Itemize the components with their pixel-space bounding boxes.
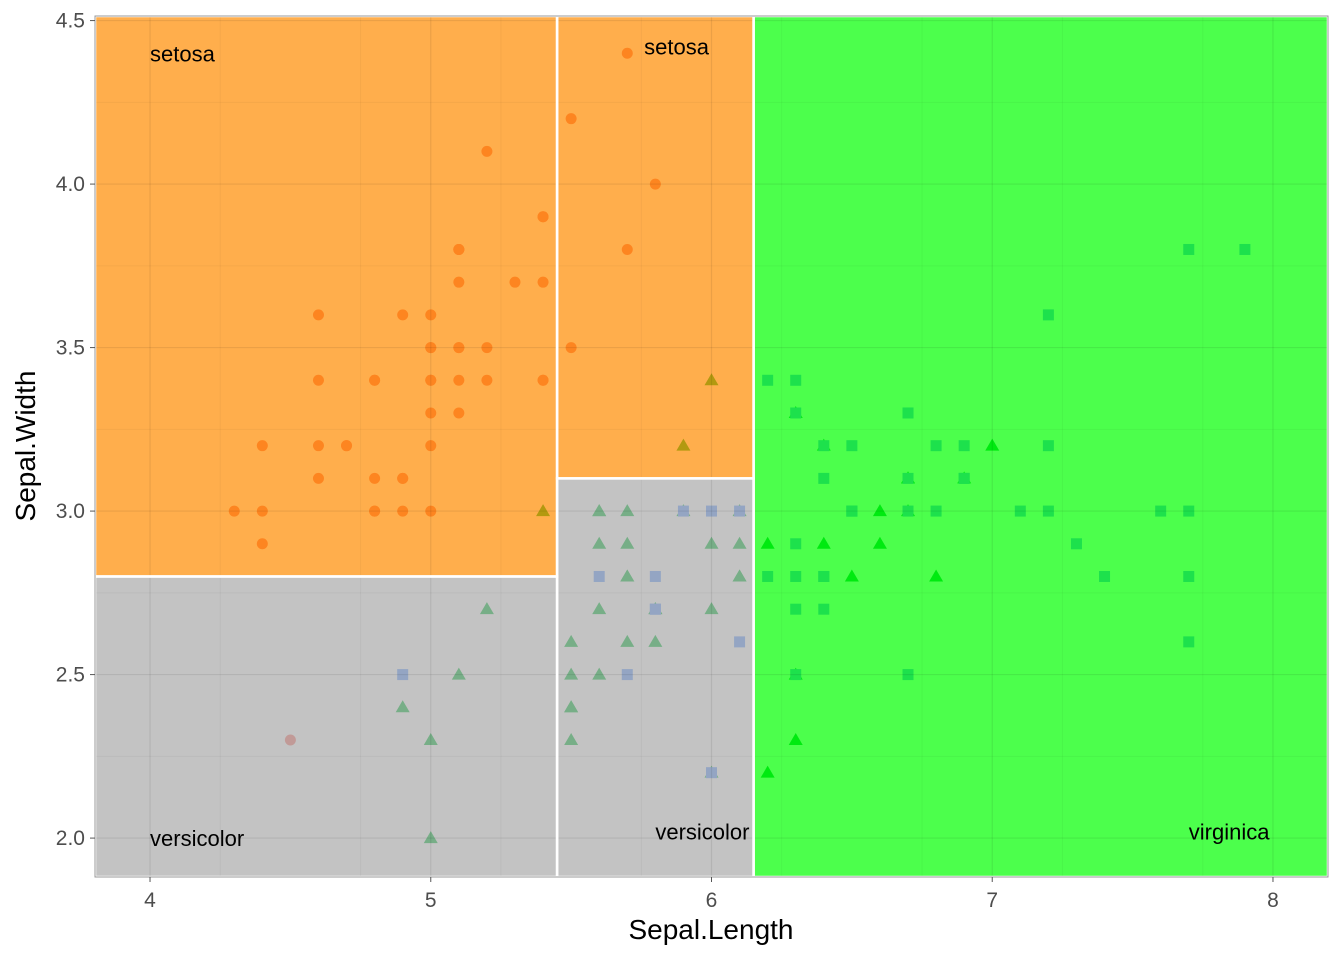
axes-layer: 4 5 6 7 8 2.0 2.5 3.0 3.5 4.0 4.5 <box>56 10 1279 912</box>
x-tick-label: 5 <box>425 889 437 912</box>
y-tick-label: 2.0 <box>56 827 85 850</box>
x-tick-label: 4 <box>144 889 156 912</box>
region-label: setosa <box>644 35 710 60</box>
y-tick-label: 4.5 <box>56 10 85 33</box>
region-versicolor <box>557 478 754 877</box>
region-label: virginica <box>1189 820 1270 845</box>
region-virginica <box>753 16 1328 877</box>
x-axis-title: Sepal.Length <box>628 914 793 945</box>
y-tick-label: 3.5 <box>56 337 85 360</box>
region-label: versicolor <box>150 826 244 851</box>
x-tick-label: 6 <box>706 889 718 912</box>
y-tick-label: 3.0 <box>56 500 85 523</box>
region-versicolor <box>95 576 558 877</box>
region-label: setosa <box>150 41 216 66</box>
x-tick-label: 8 <box>1267 889 1279 912</box>
y-tick-label: 2.5 <box>56 664 85 687</box>
region-setosa <box>95 16 558 577</box>
regions-layer <box>95 16 1328 877</box>
region-labels: setosa setosa versicolor versicolor virginic… <box>150 35 1270 851</box>
x-tick-label: 7 <box>986 889 998 912</box>
region-label: versicolor <box>655 820 749 845</box>
region-setosa <box>557 16 754 479</box>
y-axis-title: Sepal.Width <box>10 371 41 522</box>
grid-layer <box>95 16 1328 877</box>
y-tick-label: 4.0 <box>56 173 85 196</box>
